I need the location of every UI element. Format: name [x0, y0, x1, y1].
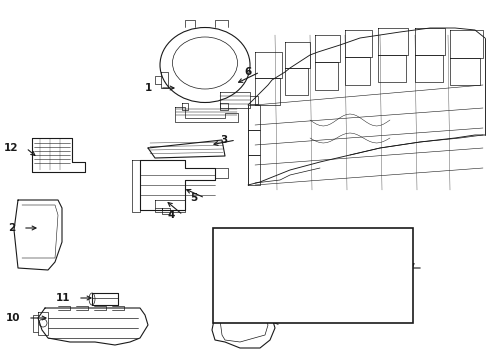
Text: 2: 2: [8, 223, 15, 233]
Text: 7: 7: [408, 263, 415, 273]
Text: 8: 8: [309, 247, 316, 257]
Text: 12: 12: [3, 143, 18, 153]
Text: 4: 4: [168, 210, 175, 220]
Text: 5: 5: [190, 193, 197, 203]
Text: 11: 11: [55, 293, 70, 303]
Text: 3: 3: [221, 135, 228, 145]
Text: 6: 6: [245, 67, 252, 77]
Text: 1: 1: [145, 83, 152, 93]
Bar: [213, 228, 413, 323]
Text: 9: 9: [288, 315, 295, 325]
Text: 10: 10: [5, 313, 20, 323]
